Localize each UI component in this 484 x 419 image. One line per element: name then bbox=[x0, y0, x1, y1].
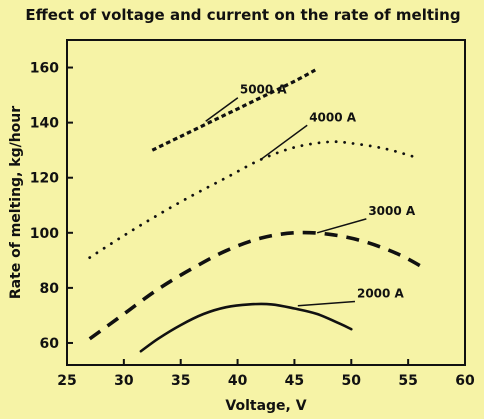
y-tick-label: 160 bbox=[30, 61, 59, 77]
x-tick-label: 25 bbox=[57, 373, 76, 389]
x-tick-label: 30 bbox=[114, 373, 134, 389]
y-tick-label: 140 bbox=[30, 116, 59, 132]
series-line-2000-a bbox=[139, 302, 353, 353]
axis-ticks: 25 30 35 40 45 50 55 60 60 80 100 120 140 160 bbox=[30, 61, 475, 389]
y-tick-label: 80 bbox=[40, 281, 60, 297]
x-tick-label: 50 bbox=[342, 373, 362, 389]
y-axis-label: Rate of melting, kg/hour bbox=[8, 106, 24, 299]
series-line-5000-a bbox=[151, 67, 318, 152]
series-label: 5000 A bbox=[240, 83, 288, 97]
x-axis-label: Voltage, V bbox=[225, 398, 306, 414]
annotation-leader bbox=[205, 97, 239, 122]
x-tick-label: 60 bbox=[455, 373, 475, 389]
y-tick-label: 120 bbox=[30, 171, 59, 187]
y-tick-label: 100 bbox=[30, 226, 59, 242]
series-line-4000-a bbox=[88, 140, 421, 259]
series-line-3000-a bbox=[88, 230, 427, 341]
x-tick-label: 40 bbox=[228, 373, 248, 389]
annotations-group: 5000 A 4000 A 3000 A 2000 A bbox=[205, 83, 416, 307]
series-label: 4000 A bbox=[309, 110, 357, 124]
annotation-leader bbox=[259, 124, 308, 161]
x-tick-label: 55 bbox=[398, 373, 417, 389]
series-label: 3000 A bbox=[368, 204, 416, 218]
annotation-leader bbox=[297, 300, 356, 307]
y-tick-label: 60 bbox=[40, 336, 60, 352]
x-tick-label: 45 bbox=[285, 373, 304, 389]
series-group bbox=[88, 67, 427, 353]
chart-title: Effect of voltage and current on the rat… bbox=[25, 6, 460, 24]
x-tick-label: 35 bbox=[171, 373, 190, 389]
series-label: 2000 A bbox=[357, 287, 405, 301]
annotation-leader bbox=[316, 218, 367, 234]
plot-frame bbox=[66, 39, 466, 366]
